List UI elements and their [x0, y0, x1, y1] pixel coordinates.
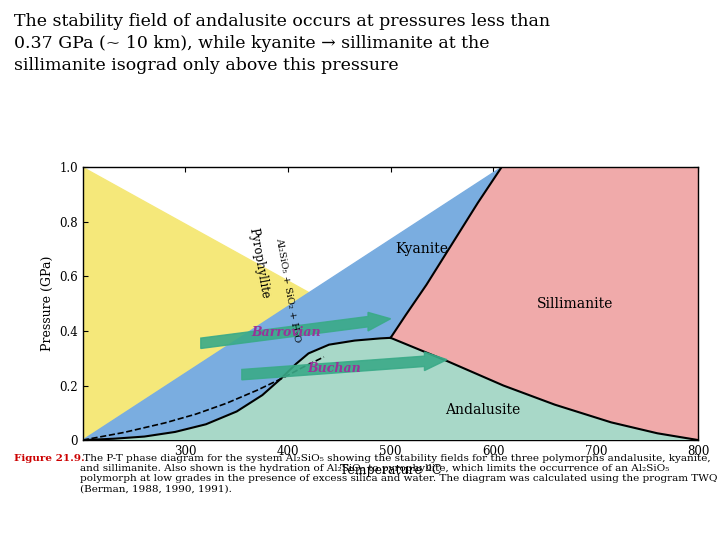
- Text: Sillimanite: Sillimanite: [537, 297, 613, 310]
- Polygon shape: [83, 338, 698, 440]
- Y-axis label: Pressure (GPa): Pressure (GPa): [40, 256, 53, 352]
- Text: Pyrophyllite: Pyrophyllite: [247, 226, 272, 299]
- Text: sillimanite isograd only above this pressure: sillimanite isograd only above this pres…: [14, 57, 399, 73]
- Polygon shape: [83, 167, 501, 440]
- FancyArrow shape: [201, 313, 390, 348]
- Polygon shape: [390, 167, 698, 440]
- Text: Al₂SiO₅ + SiO₂ + H₂O: Al₂SiO₅ + SiO₂ + H₂O: [274, 237, 302, 343]
- Text: 0.37 GPa (~ 10 km), while kyanite → sillimanite at the: 0.37 GPa (~ 10 km), while kyanite → sill…: [14, 35, 490, 52]
- Text: Barrovian: Barrovian: [251, 326, 321, 340]
- X-axis label: Temperature ºC: Temperature ºC: [340, 463, 441, 476]
- Text: Kyanite: Kyanite: [395, 242, 448, 256]
- Polygon shape: [83, 167, 390, 440]
- Text: Figure 21.9.: Figure 21.9.: [14, 454, 85, 463]
- Text: Andalusite: Andalusite: [445, 403, 521, 417]
- Text: The P-T phase diagram for the system Al₂SiO₅ showing the stability fields for th: The P-T phase diagram for the system Al₂…: [80, 454, 718, 494]
- FancyArrow shape: [242, 352, 447, 380]
- Text: Buchan: Buchan: [307, 362, 361, 375]
- Text: The stability field of andalusite occurs at pressures less than: The stability field of andalusite occurs…: [14, 14, 551, 30]
